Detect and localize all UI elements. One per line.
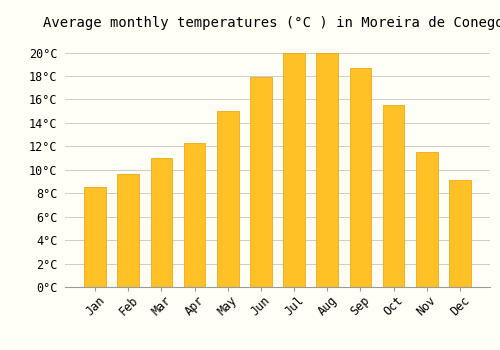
- Bar: [250, 77, 272, 287]
- Bar: [150, 158, 172, 287]
- Bar: [184, 143, 206, 287]
- Bar: [383, 105, 404, 287]
- Bar: [118, 175, 139, 287]
- Bar: [316, 52, 338, 287]
- Title: Average monthly temperatures (°C ) in Moreira de Conegos: Average monthly temperatures (°C ) in Mo…: [43, 16, 500, 30]
- Bar: [217, 111, 238, 287]
- Bar: [350, 68, 371, 287]
- Bar: [416, 152, 438, 287]
- Bar: [284, 52, 305, 287]
- Bar: [84, 187, 106, 287]
- Bar: [449, 180, 470, 287]
